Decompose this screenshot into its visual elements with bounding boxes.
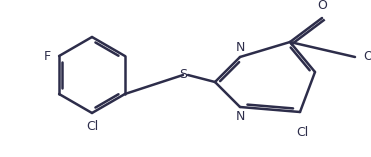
Text: OH: OH [363,51,371,63]
Text: S: S [179,68,187,81]
Text: Cl: Cl [86,121,98,133]
Text: N: N [235,41,245,54]
Text: O: O [317,0,327,12]
Text: N: N [235,110,245,123]
Text: F: F [44,49,51,62]
Text: Cl: Cl [296,126,308,139]
